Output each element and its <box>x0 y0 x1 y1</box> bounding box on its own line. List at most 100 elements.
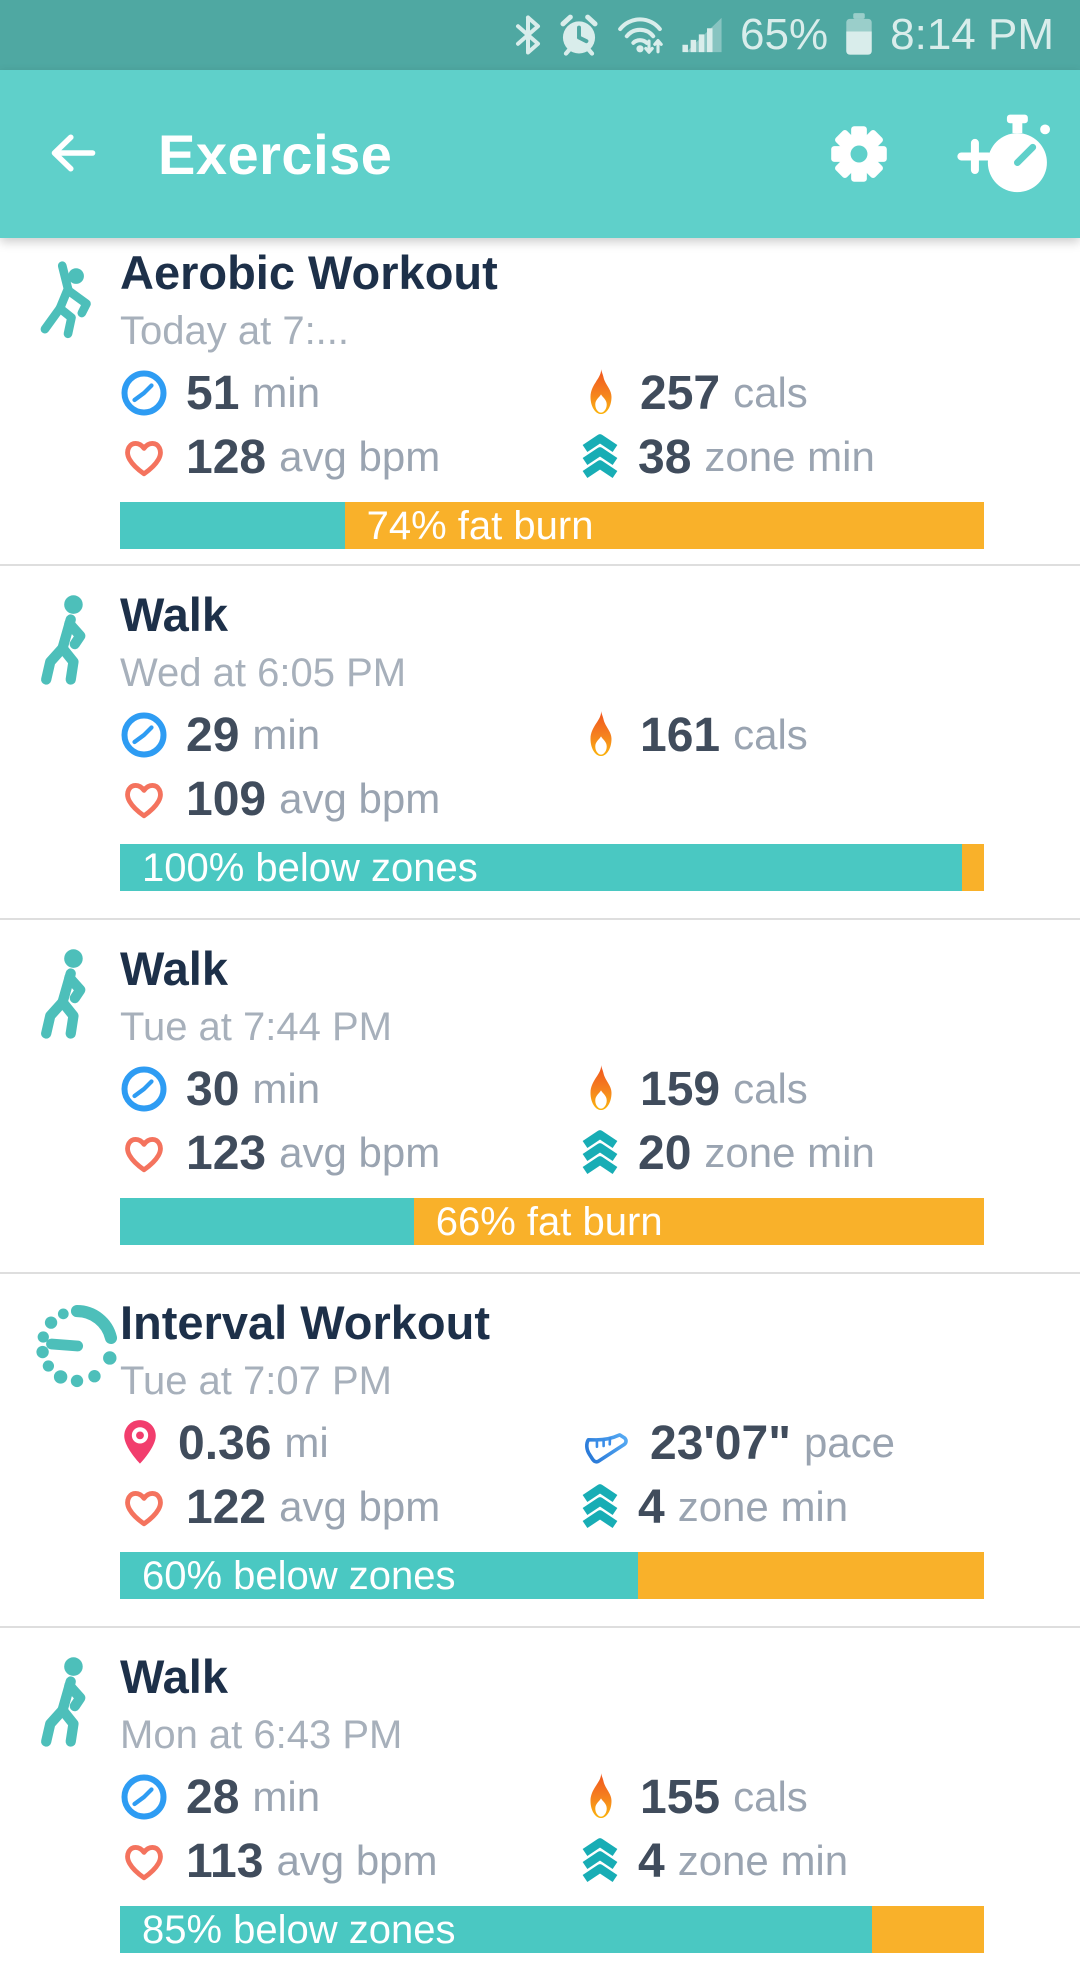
stat-value: 20 <box>638 1126 692 1180</box>
below-zones-segment: 100% below zones <box>120 844 962 891</box>
heart-zone-bar: 100% below zones <box>120 844 984 891</box>
stat-unit: min <box>252 369 321 416</box>
stat-value: 51 <box>186 366 240 420</box>
battery-percent: 65% <box>740 10 829 59</box>
bar-label: 60% below zones <box>142 1554 456 1598</box>
exercise-title: Interval Workout <box>120 1296 490 1349</box>
zones-icon <box>580 1130 620 1176</box>
heart-zone-bar: 66% fat burn <box>120 1198 984 1245</box>
fat-burn-segment <box>962 844 984 891</box>
stat-unit: avg bpm <box>279 1129 441 1176</box>
settings-button[interactable] <box>830 125 888 183</box>
duration-stat: 30 min <box>120 1062 580 1116</box>
below-zones-segment: 85% below zones <box>120 1906 872 1953</box>
heart-icon <box>120 775 168 823</box>
card-head: Aerobic Workout Today at 7:... <box>38 246 984 354</box>
stat-unit: pace <box>803 1419 896 1466</box>
stats-grid: 51 min 257 cals 128 avg bpm 38 zone min <box>120 366 984 484</box>
walk-icon <box>38 1650 120 1758</box>
stats-grid: 29 min 161 cals 109 avg bpm <box>120 708 984 826</box>
bluetooth-icon <box>514 15 542 55</box>
calories-stat: 161 cals <box>580 708 984 762</box>
stat-value: 30 <box>186 1062 240 1116</box>
stats-grid: 28 min 155 cals 113 avg bpm 4 zone min <box>120 1771 984 1888</box>
exercise-time: Tue at 7:07 PM <box>120 1359 392 1403</box>
add-stopwatch-icon <box>954 112 1050 196</box>
clock-icon <box>120 1773 168 1821</box>
exercise-time: Mon at 6:43 PM <box>120 1713 403 1757</box>
clock-icon <box>120 1065 168 1113</box>
zones-icon <box>580 1484 620 1530</box>
duration-stat: 51 min <box>120 366 580 420</box>
below-zones-segment <box>120 502 345 549</box>
clock-icon <box>120 369 168 417</box>
fat-burn-segment: 66% fat burn <box>413 1198 984 1245</box>
heart-rate-stat: 122 avg bpm <box>120 1480 580 1534</box>
heart-rate-stat: 109 avg bpm <box>120 772 580 826</box>
heart-zone-bar: 60% below zones <box>120 1552 984 1599</box>
heart-rate-stat: 128 avg bpm <box>120 431 580 484</box>
stat-value: 257 <box>640 366 721 420</box>
stat-unit: mi <box>284 1419 329 1466</box>
heart-icon <box>120 1837 168 1885</box>
app-bar: Exercise <box>0 70 1080 238</box>
zones-icon <box>580 1838 620 1884</box>
stat-unit: min <box>252 1773 321 1820</box>
stat-unit: cals <box>733 711 808 758</box>
stat-value: 113 <box>186 1834 264 1888</box>
exercise-time: Wed at 6:05 PM <box>120 651 407 695</box>
aerobic-workout-icon <box>38 246 120 354</box>
stat-value: 109 <box>186 772 267 826</box>
calories-stat: 159 cals <box>580 1063 984 1116</box>
stat-unit: zone min <box>704 1129 875 1176</box>
card-head: Walk Tue at 7:44 PM <box>38 942 984 1050</box>
status-time: 8:14 PM <box>890 10 1054 59</box>
shoe-icon <box>580 1417 632 1469</box>
stat-value: 4 <box>638 1834 665 1888</box>
clock-icon <box>120 711 168 759</box>
stat-value: 4 <box>638 1480 665 1534</box>
heart-rate-stat: 113 avg bpm <box>120 1834 580 1888</box>
exercise-title: Walk <box>120 588 228 641</box>
exercise-card[interactable]: Aerobic Workout Today at 7:... 51 min 25… <box>0 238 1080 564</box>
walk-icon <box>38 588 120 696</box>
stat-value: 122 <box>186 1480 267 1534</box>
exercise-card[interactable]: Walk Tue at 7:44 PM 30 min 159 cals 123 … <box>0 918 1080 1272</box>
below-zones-segment <box>120 1198 414 1245</box>
stat-value: 0.36 <box>178 1416 272 1470</box>
card-head: Walk Mon at 6:43 PM <box>38 1650 984 1758</box>
interval-workout-icon <box>38 1296 120 1404</box>
bar-label: 85% below zones <box>142 1908 456 1952</box>
zone-minutes-stat: 4 zone min <box>580 1480 984 1534</box>
stat-unit: cals <box>733 369 808 416</box>
stat-value: 161 <box>640 708 721 762</box>
stat-unit: cals <box>733 1065 808 1112</box>
flame-icon <box>580 709 622 761</box>
stat-unit: avg bpm <box>276 1837 438 1884</box>
exercise-card[interactable]: Walk Wed at 6:05 PM 29 min 161 cals 109 … <box>0 564 1080 918</box>
stat-unit: min <box>252 1065 321 1112</box>
battery-icon <box>844 13 874 57</box>
stat-value: 38 <box>638 430 692 484</box>
duration-stat: 29 min <box>120 709 580 762</box>
heart-icon <box>120 1129 168 1177</box>
stat-unit: cals <box>733 1773 808 1820</box>
bar-label: 66% fat burn <box>435 1200 663 1244</box>
exercise-card[interactable]: Walk Mon at 6:43 PM 28 min 155 cals 113 … <box>0 1626 1080 1980</box>
exercise-title: Aerobic Workout <box>120 246 498 299</box>
page-title: Exercise <box>158 122 393 186</box>
below-zones-segment: 60% below zones <box>120 1552 639 1599</box>
alarm-icon <box>558 14 600 56</box>
exercise-card[interactable]: Interval Workout Tue at 7:07 PM 0.36 mi … <box>0 1272 1080 1626</box>
add-exercise-button[interactable] <box>954 112 1050 196</box>
zones-icon <box>580 434 620 480</box>
stat-value: 123 <box>186 1126 267 1180</box>
heart-rate-stat: 123 avg bpm <box>120 1126 580 1180</box>
calories-stat: 257 cals <box>580 366 984 420</box>
exercise-time: Today at 7:... <box>120 309 350 353</box>
signal-strength-icon <box>680 14 724 56</box>
status-bar: 65% 8:14 PM <box>0 0 1080 70</box>
stat-value: 23'07" <box>650 1416 791 1470</box>
zone-minutes-stat: 20 zone min <box>580 1126 984 1180</box>
back-button[interactable] <box>42 124 102 184</box>
